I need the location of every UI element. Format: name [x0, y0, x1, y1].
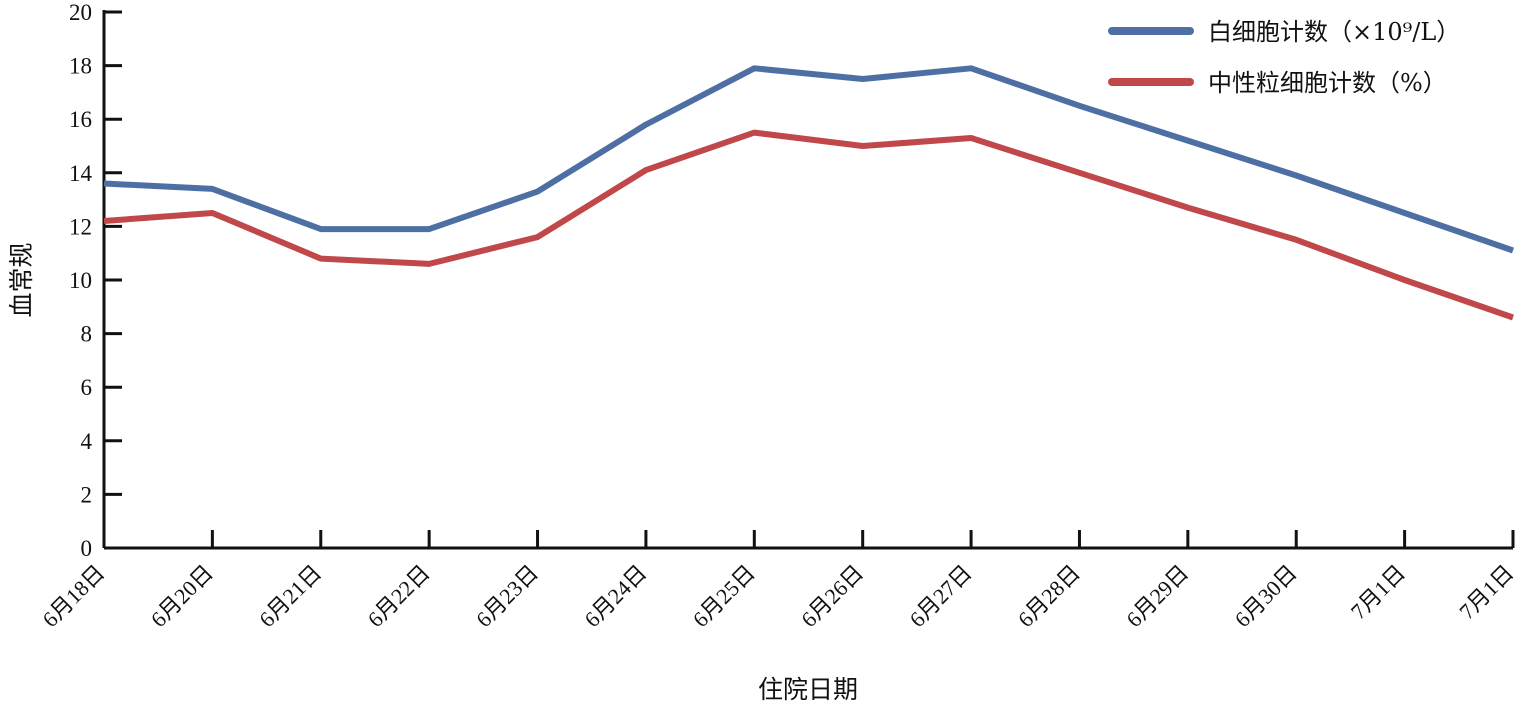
x-axis: 6月18日 6月20日 6月21日 6月22日 6月23日 6月24日 6月25日 6月26日… [37, 530, 1518, 632]
x-tick-label: 6月23日 [471, 560, 543, 632]
x-tick-label: 7月1日 [1454, 560, 1518, 624]
y-tick-label: 6 [81, 375, 93, 400]
x-tick-label: 6月30日 [1230, 560, 1302, 632]
y-tick-label: 12 [69, 214, 92, 239]
y-tick-label: 16 [69, 107, 92, 132]
y-tick-label: 10 [69, 268, 92, 293]
y-tick-label: 14 [69, 161, 93, 186]
x-tick-label: 6月20日 [146, 560, 218, 632]
y-tick-label: 18 [69, 54, 92, 79]
legend-label-0: 白细胞计数（×10⁹/L） [1208, 18, 1460, 46]
legend-label-1: 中性粒细胞计数（%） [1208, 69, 1447, 97]
x-tick-label: 6月27日 [904, 560, 976, 632]
y-tick-label: 20 [69, 0, 92, 25]
x-tick-label: 6月28日 [1013, 560, 1085, 632]
y-axis-title: 血常规 [7, 242, 36, 317]
y-tick-label: 8 [81, 322, 93, 347]
y-tick-label: 2 [81, 482, 93, 507]
x-tick-label: 6月29日 [1121, 560, 1193, 632]
y-tick-label: 0 [81, 536, 93, 561]
series-line-0 [103, 65, 1514, 254]
x-axis-title: 住院日期 [758, 675, 858, 704]
y-tick-label: 4 [81, 429, 93, 454]
x-tick-label: 6月18日 [37, 560, 109, 632]
y-axis: 0 2 4 6 8 10 12 14 16 18 20 [69, 0, 122, 561]
x-tick-label: 6月26日 [796, 560, 868, 632]
x-tick-label: 6月25日 [688, 560, 760, 632]
x-tick-label: 6月21日 [254, 560, 326, 632]
series-layer [103, 65, 1514, 321]
series-line-1 [103, 129, 1514, 321]
legend: 白细胞计数（×10⁹/L） 中性粒细胞计数（%） [1108, 18, 1460, 97]
x-tick-label: 6月24日 [579, 560, 651, 632]
x-tick-label: 7月1日 [1346, 560, 1410, 624]
x-tick-label: 6月22日 [363, 560, 435, 632]
